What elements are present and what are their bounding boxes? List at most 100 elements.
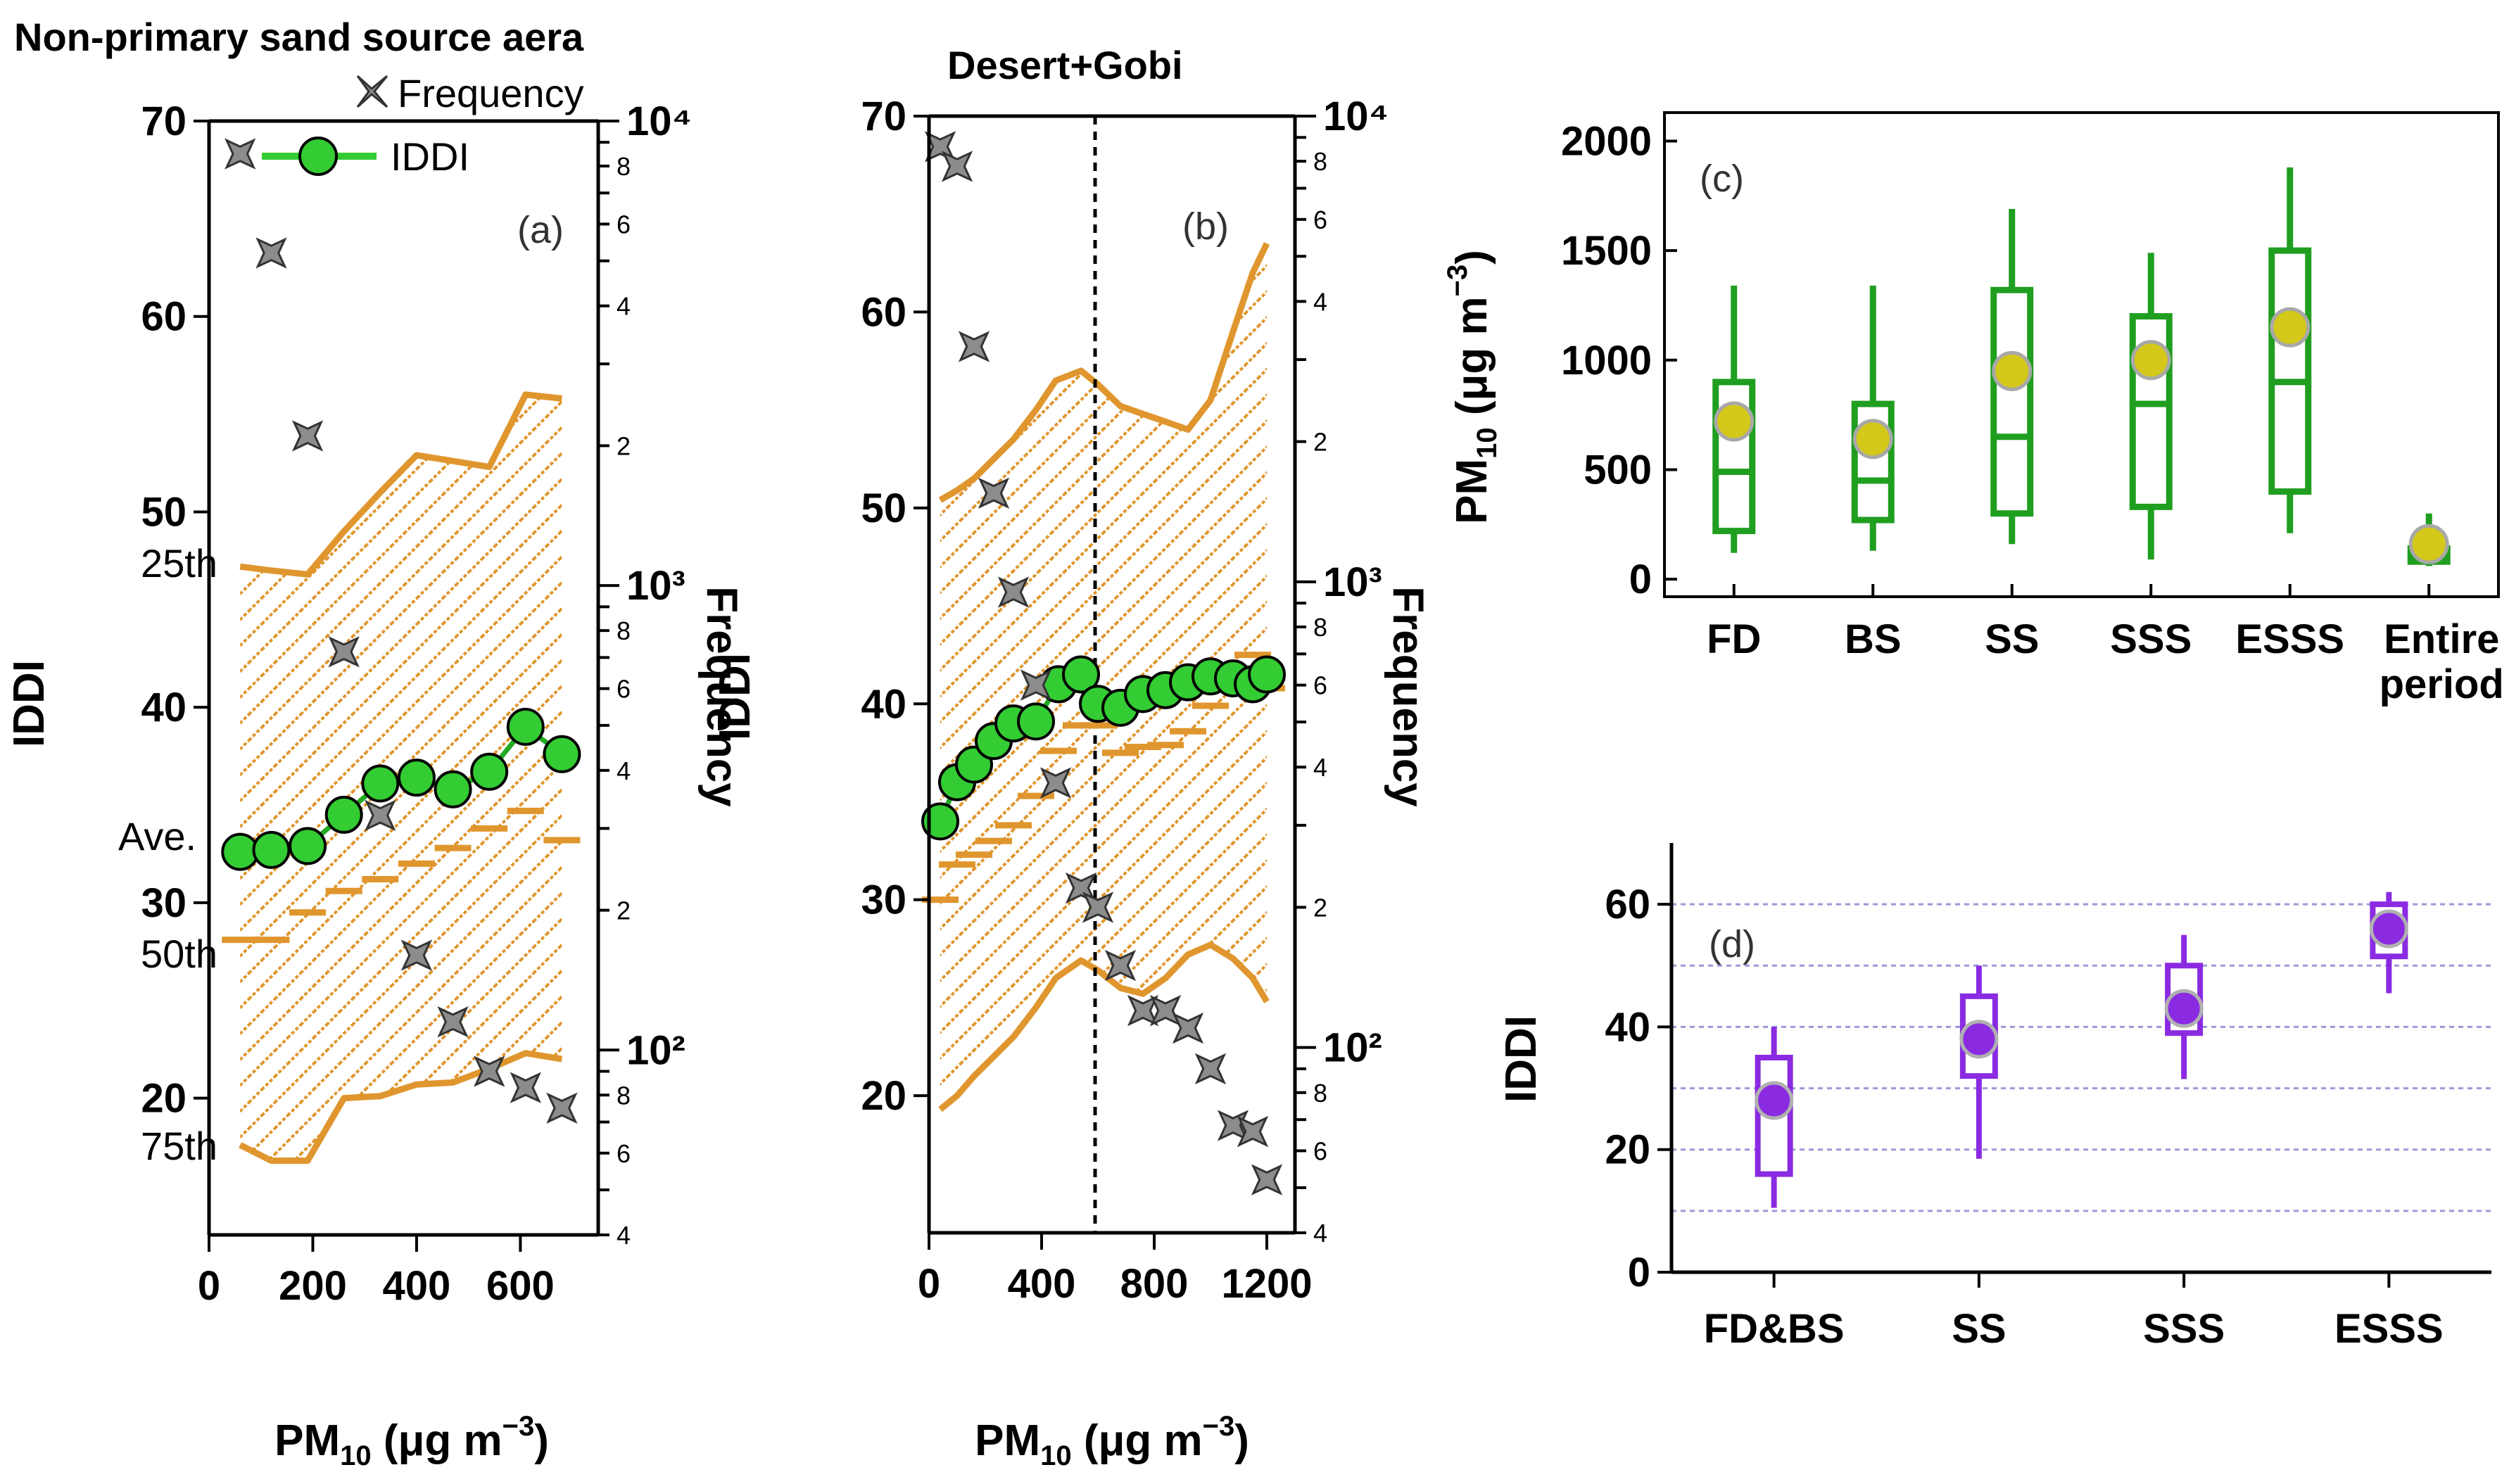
panel-c-category-label: period: [2380, 661, 2504, 707]
panel-c-mean: [2270, 307, 2311, 348]
panel-b-y2-axis-title: Frequency: [1384, 586, 1432, 807]
b-frequency-point: [958, 331, 990, 362]
a-x-tick-label: 0: [198, 1263, 220, 1309]
a-iddi-point: [506, 707, 545, 746]
panel-c-mean: [1992, 350, 2033, 391]
annotation-50th: 50th: [141, 932, 217, 976]
b-y2-minor-label: 4: [1313, 1219, 1327, 1248]
panel-c-y-ticks: 0 500 1000 1500 2000: [1561, 118, 1677, 602]
b-y2-minor-label: 4: [1313, 753, 1327, 782]
legend-frequency-label: Frequency: [398, 71, 584, 115]
a-x-tick-label: 600: [486, 1263, 555, 1309]
a-y2-minor-label: 2: [617, 431, 631, 460]
a-frequency-point: [328, 636, 360, 668]
panel-d-y-axis-title: IDDI: [1497, 1015, 1546, 1103]
panel-c-y-axis-title: PM10 (μg m−3): [1442, 250, 1503, 524]
b-y-tick-label: 60: [861, 289, 906, 335]
a-frequency-point: [474, 1055, 505, 1087]
b-iddi-point: [1248, 655, 1286, 694]
b-frequency-point: [1149, 995, 1182, 1027]
a-frequency-point: [437, 1006, 469, 1038]
a-iddi-point: [361, 764, 400, 803]
panel-b-plot: [921, 116, 1286, 1233]
panel-a-y2-axis-title: Frequency: [697, 586, 746, 807]
a-y2-major-label: 10²: [626, 1027, 685, 1073]
a-y-tick-label: 50: [141, 489, 187, 535]
a-y2-minor-label: 6: [617, 675, 631, 704]
panel-a-legend: Frequency IDDI: [262, 71, 584, 179]
legend-frequency-marker: [356, 75, 388, 108]
panel-a-title: Non-primary sand source aera: [14, 15, 584, 59]
b-y2-major-label: 10⁴: [1323, 94, 1389, 139]
a-frequency-point: [291, 420, 324, 452]
panel-c-category-label: SS: [1985, 616, 2039, 662]
b-frequency-point: [1082, 892, 1114, 923]
a-y-tick-label: 30: [141, 880, 187, 926]
panel-d-mean: [2164, 989, 2204, 1028]
b-y2-minor-label: 4: [1313, 287, 1327, 316]
b-percentile-75-line: [938, 941, 1270, 1112]
a-frequency-point: [546, 1092, 578, 1124]
b-y-tick-label: 70: [861, 94, 906, 139]
b-iddi-point: [1062, 655, 1100, 694]
a-frequency-point: [225, 138, 256, 170]
b-x-tick-label: 800: [1120, 1261, 1189, 1307]
b-y2-minor-label: 6: [1313, 1136, 1327, 1165]
panel-d-y-tick-label: 20: [1605, 1127, 1650, 1173]
panel-c-mean: [2130, 340, 2171, 381]
panel-d-y-tick-label: 60: [1605, 882, 1650, 927]
panel-c-box: [1990, 286, 2034, 517]
a-y-tick-label: 70: [141, 99, 187, 144]
panel-b-x-axis-title: PM10 (μg m−3): [975, 1411, 1249, 1471]
panel-d-category-label: SSS: [2143, 1306, 2225, 1352]
b-y2-major-label: 10²: [1323, 1025, 1382, 1071]
a-y2-minor-label: 4: [617, 756, 631, 785]
b-frequency-point: [1237, 1115, 1269, 1148]
b-frequency-point: [1251, 1164, 1283, 1196]
panel-d-grid: [1671, 903, 2491, 1212]
panel-c-box: [1851, 400, 1895, 524]
b-y-tick-label: 50: [861, 486, 906, 531]
a-y2-minor-label: 8: [617, 152, 631, 181]
b-frequency-point: [1194, 1053, 1227, 1085]
panel-d-mean: [1959, 1020, 1999, 1059]
a-iddi-point: [397, 759, 436, 797]
panel-a-y-axis-title: IDDI: [5, 660, 53, 747]
a-iddi-point: [252, 830, 291, 869]
a-frequency-point: [400, 939, 433, 971]
b-frequency-point: [1020, 669, 1052, 701]
panel-a-label: (a): [517, 209, 564, 251]
a-y2-minor-label: 6: [617, 1139, 631, 1168]
b-frequency-point: [1104, 949, 1137, 982]
a-y2-minor-label: 2: [617, 896, 631, 925]
panel-c-box: [2129, 313, 2173, 510]
b-percentile-25-line: [938, 242, 1270, 503]
b-y2-major-label: 10³: [1323, 559, 1382, 605]
b-y2-minor-label: 8: [1313, 1079, 1327, 1108]
b-x-tick-label: 0: [918, 1261, 940, 1307]
a-y2-minor-label: 4: [617, 1221, 631, 1250]
panel-c-y-tick-label: 1500: [1561, 228, 1652, 274]
b-x-tick-label: 400: [1008, 1261, 1076, 1307]
panel-a-plot: [221, 138, 581, 1164]
panel-c-category-label: SSS: [2110, 616, 2192, 662]
panel-c-mean: [2408, 524, 2449, 564]
panel-c-y-tick-label: 500: [1584, 447, 1652, 493]
panel-c-plot: [1712, 167, 2451, 566]
annotation-ave: Ave.: [118, 814, 196, 858]
a-iddi-point: [470, 752, 509, 791]
b-x-tick-label: 1200: [1221, 1261, 1312, 1307]
a-x-tick-label: 400: [383, 1263, 451, 1309]
panel-b-label: (b): [1182, 205, 1229, 248]
panel-c-y-tick-label: 0: [1629, 557, 1652, 602]
panel-d-mean: [2369, 909, 2408, 949]
panel-b-x-ticks: 0 400 800 1200: [918, 1233, 1313, 1307]
a-percentile-25-line: [239, 391, 562, 578]
panel-c-label: (c): [1700, 158, 1744, 200]
a-y2-major-label: 10⁴: [626, 99, 692, 144]
